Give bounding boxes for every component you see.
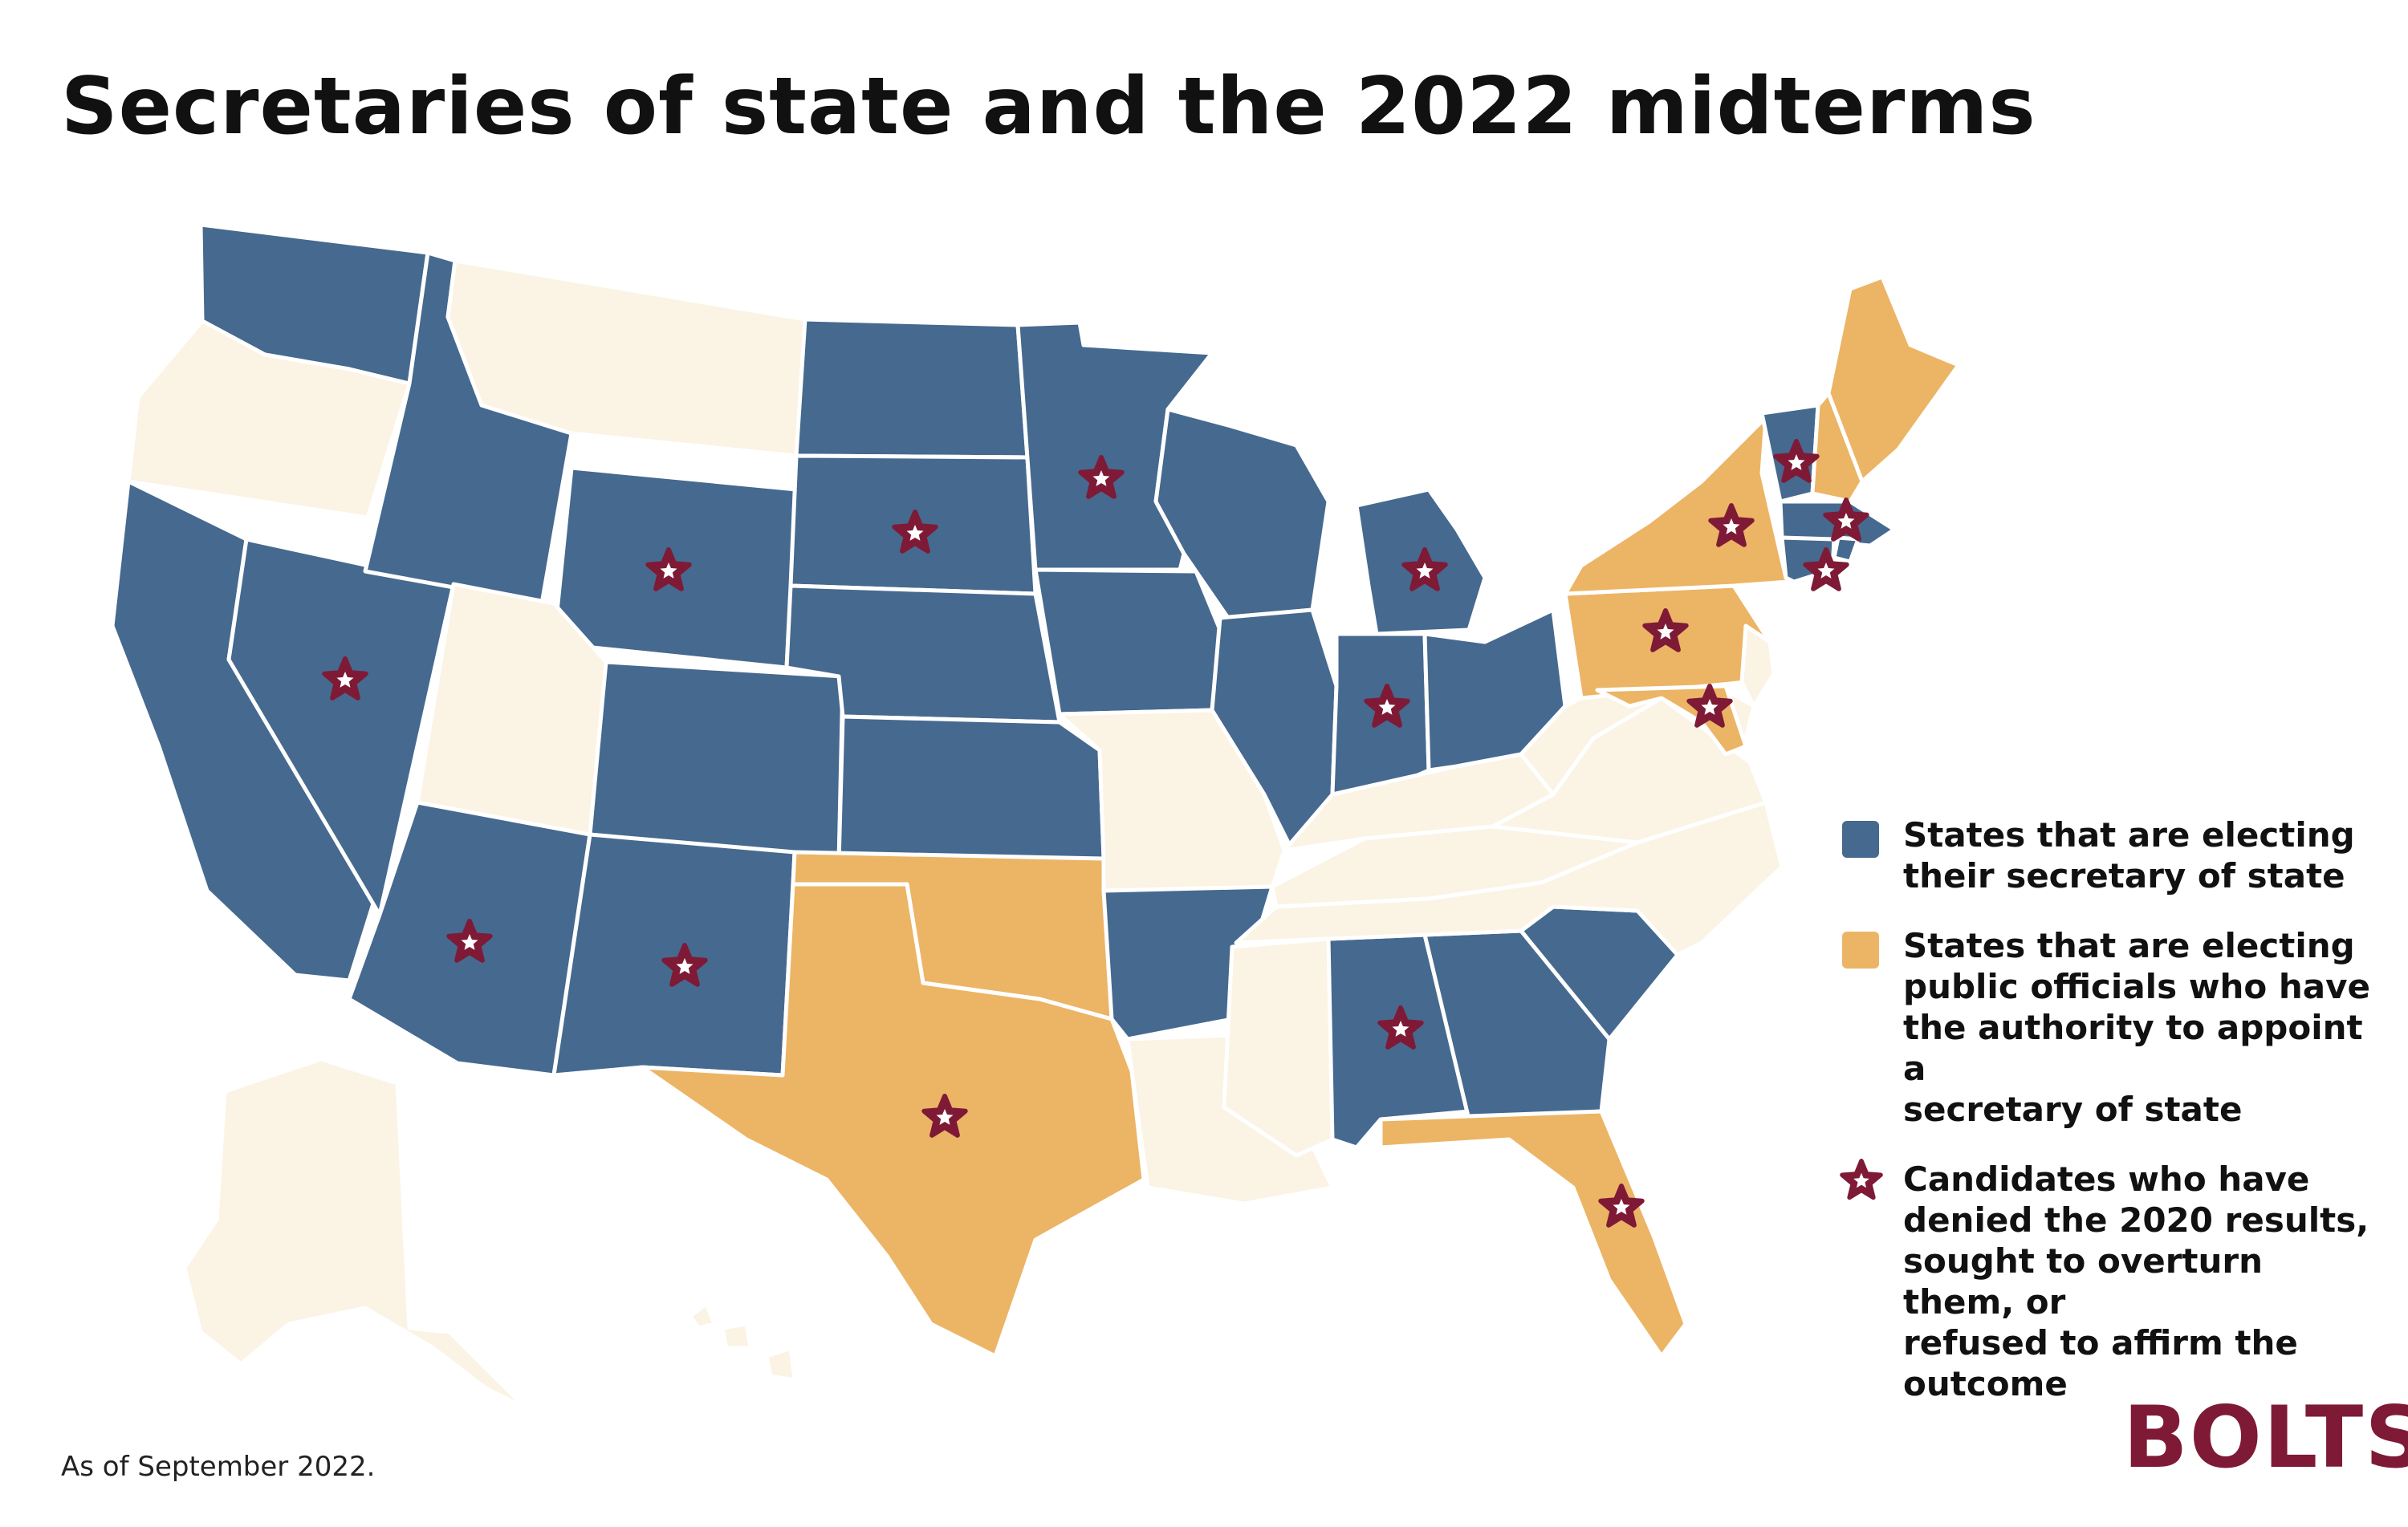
state-rhode-island: [1832, 535, 1861, 564]
legend-label: Candidates who have denied the 2020 resu…: [1903, 1159, 2369, 1403]
star-pennsylvania: [1642, 608, 1689, 652]
legend-star-shape: [1840, 1159, 1883, 1200]
star-wyoming: [645, 547, 692, 591]
star-florida: [1598, 1184, 1645, 1228]
state-hawaii: [688, 1302, 797, 1383]
state-oregon: [126, 319, 412, 520]
star-vermont: [1773, 439, 1820, 483]
legend-label: States that are electing public official…: [1903, 926, 2370, 1129]
legend-item-electing-appointers: States that are electing public official…: [1842, 925, 2372, 1130]
legend-item-electing-sos: States that are electing their secretary…: [1842, 814, 2372, 896]
state-new-jersey: [1739, 623, 1776, 709]
state-colorado: [588, 660, 845, 865]
star-maryland: [1686, 684, 1733, 728]
star-icon: [1840, 1159, 1883, 1200]
state-north-dakota: [794, 317, 1030, 460]
state-texas: [640, 882, 1146, 1358]
legend: States that are electing their secretary…: [1840, 814, 2372, 1433]
star-minnesota: [1078, 455, 1125, 499]
star-texas: [921, 1094, 968, 1138]
legend-swatch-orange: [1842, 932, 1879, 969]
star-nevada: [322, 656, 368, 701]
star-massachusetts: [1823, 497, 1869, 542]
star-arizona: [446, 919, 493, 963]
star-alabama: [1377, 1005, 1424, 1050]
state-alaska: [182, 1057, 528, 1411]
legend-item-denier: Candidates who have denied the 2020 resu…: [1840, 1159, 2372, 1404]
star-connecticut: [1803, 547, 1849, 591]
states-layer: [110, 222, 1961, 1411]
star-new-york: [1708, 503, 1755, 547]
star-michigan: [1401, 547, 1448, 591]
state-kansas: [836, 714, 1106, 865]
state-new-mexico: [551, 832, 797, 1078]
state-florida: [1378, 1109, 1688, 1358]
footnote: As of September 2022.: [61, 1451, 376, 1483]
star-south-dakota: [892, 510, 938, 554]
state-iowa: [1033, 567, 1222, 717]
map-title: Secretaries of state and the 2022 midter…: [61, 61, 2036, 152]
bolts-logo: BOLTS: [2123, 1388, 2408, 1487]
state-new-hampshire: [1810, 391, 1865, 504]
legend-label: States that are electing their secretary…: [1903, 815, 2355, 895]
legend-swatch-blue: [1842, 821, 1879, 858]
state-new-york: [1563, 415, 1845, 596]
denier-stars-layer: [322, 439, 1869, 1228]
state-maine: [1826, 274, 1961, 484]
star-new-mexico: [661, 943, 708, 987]
star-indiana: [1364, 684, 1410, 728]
